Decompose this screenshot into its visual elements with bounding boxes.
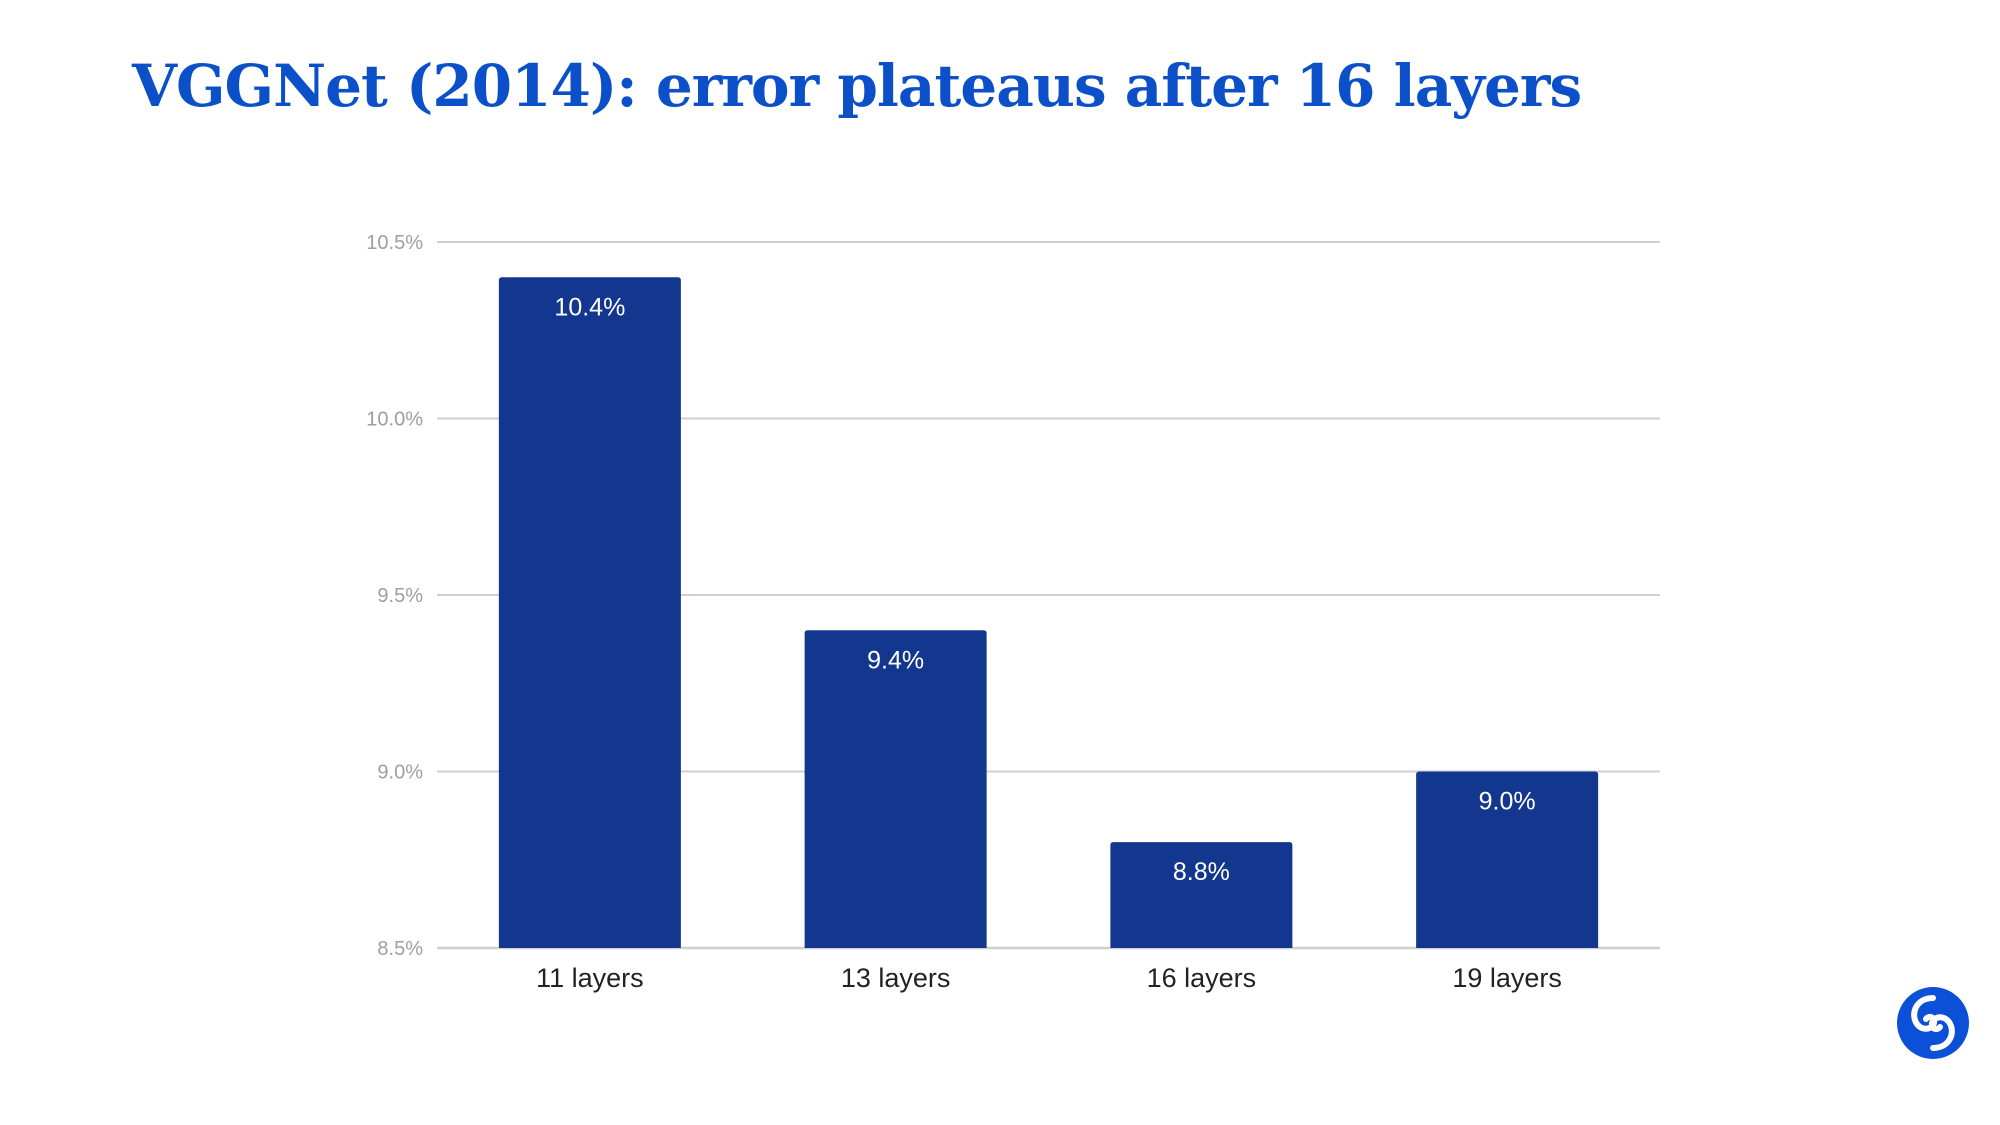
data-label: 10.4%: [554, 293, 625, 321]
data-label: 8.8%: [1173, 858, 1230, 886]
y-tick-label: 9.0%: [377, 762, 423, 784]
y-tick-label: 9.5%: [377, 585, 423, 607]
x-tick-label: 16 layers: [1147, 963, 1257, 993]
deepmind-swirl-icon: [1896, 986, 1970, 1060]
bar: [1416, 771, 1599, 948]
slide-title: VGGNet (2014): error plateaus after 16 l…: [132, 52, 1582, 120]
bar: [804, 630, 987, 948]
bar: [498, 277, 681, 948]
data-label: 9.4%: [867, 646, 924, 674]
bar: [1110, 842, 1293, 948]
y-tick-label: 10.5%: [366, 232, 423, 254]
labels: 8.5% 9.0% 9.5% 10.0% 10.5% 10.4% 11 layers 9.4%…: [366, 232, 1562, 993]
bars: [498, 277, 1599, 948]
y-tick-label: 10.0%: [366, 409, 423, 431]
x-tick-label: 19 layers: [1452, 963, 1562, 993]
y-tick-label: 8.5%: [377, 938, 423, 960]
x-tick-label: 13 layers: [841, 963, 951, 993]
x-tick-label: 11 layers: [536, 963, 644, 993]
data-label: 9.0%: [1479, 788, 1536, 816]
